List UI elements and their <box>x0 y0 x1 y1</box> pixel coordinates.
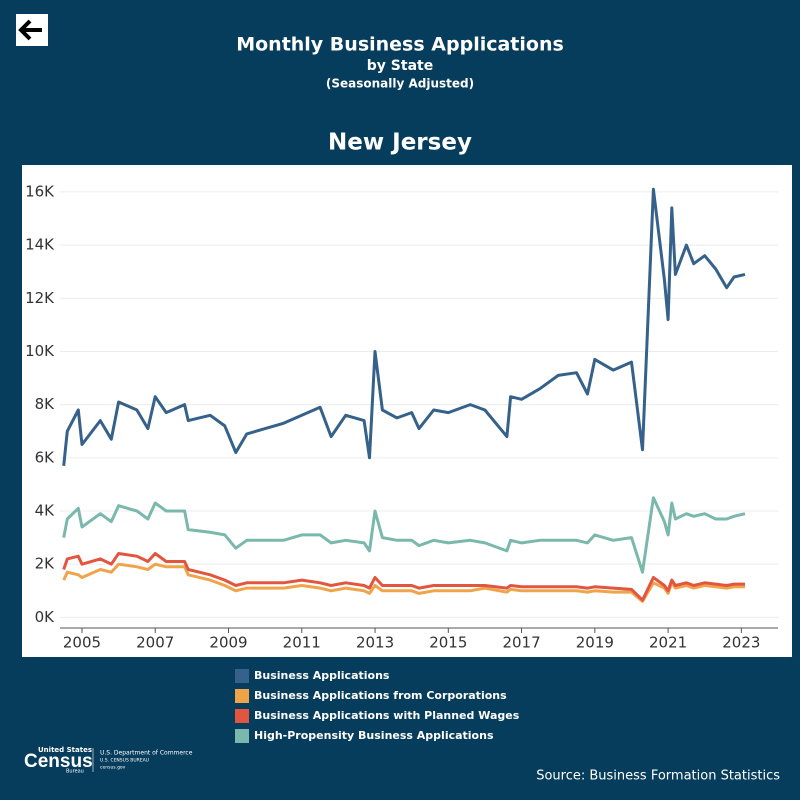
y-tick-label: 4K <box>35 502 56 520</box>
x-tick-label: 2007 <box>136 634 174 652</box>
logo-main: Census <box>24 751 93 772</box>
logo-dept: U.S. Department of Commerce <box>100 750 193 757</box>
legend-label: Business Applications from Corporations <box>254 689 507 702</box>
census-logo: United States Census Bureau U.S. Departm… <box>24 746 193 775</box>
series-line <box>62 496 746 574</box>
legend-swatch <box>235 709 249 723</box>
y-tick-label: 8K <box>35 395 56 413</box>
x-tick-label: 2023 <box>722 634 760 652</box>
legend: Business Applications Business Applicatio… <box>235 669 520 743</box>
logo-top: United States <box>38 746 92 754</box>
y-tick-label: 0K <box>35 608 56 626</box>
legend-swatch <box>235 669 249 683</box>
logo-site: census.gov <box>100 766 126 771</box>
x-tick-label: 2011 <box>283 634 321 652</box>
plot: 0K 2K 4K 6K 8K 10K 12K 14K 16K 2005 2007 2009 2011 20… <box>25 182 778 652</box>
y-tick-label: 6K <box>35 448 56 466</box>
page-subtitle: by State <box>367 58 433 74</box>
legend-swatch <box>235 729 249 743</box>
page-note: (Seasonally Adjusted) <box>326 77 474 91</box>
legend-label: High-Propensity Business Applications <box>254 729 494 742</box>
y-tick-label: 14K <box>25 236 55 254</box>
y-tick-label: 2K <box>35 555 56 573</box>
y-tick-label: 16K <box>25 182 55 200</box>
back-button[interactable] <box>16 14 48 46</box>
legend-swatch <box>235 689 249 703</box>
logo-bureau: U.S. CENSUS BUREAU <box>100 758 149 764</box>
x-tick-label: 2015 <box>429 634 467 652</box>
y-tick-label: 12K <box>25 289 55 307</box>
x-tick-label: 2019 <box>576 634 614 652</box>
series-line <box>62 187 746 466</box>
logo-sub: Bureau <box>66 769 84 775</box>
legend-label: Business Applications <box>254 669 390 682</box>
back-arrow[interactable] <box>18 19 42 41</box>
x-tick-label: 2009 <box>209 634 247 652</box>
x-tick-label: 2005 <box>63 634 101 652</box>
legend-label: Business Applications with Planned Wages <box>254 709 520 722</box>
series-line <box>62 552 745 602</box>
x-tick-label: 2013 <box>356 634 394 652</box>
plot-background <box>22 165 792 657</box>
x-tick-label: 2021 <box>649 634 687 652</box>
source: Source: Business Formation Statistics <box>536 769 780 784</box>
y-tick-label: 10K <box>25 342 55 360</box>
chart-title: New Jersey <box>328 130 472 156</box>
x-tick-label: 2017 <box>502 634 540 652</box>
page-title: Monthly Business Applications <box>236 34 564 56</box>
